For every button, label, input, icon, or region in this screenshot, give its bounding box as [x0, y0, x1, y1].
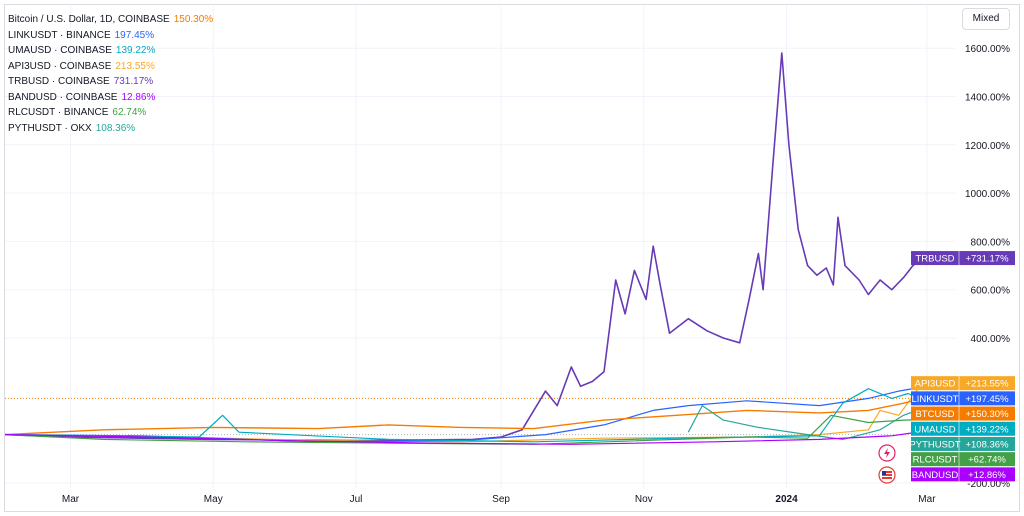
legend-row[interactable]: TRBUSD · COINBASE 731.17% [8, 74, 213, 90]
legend-series-name: PYTHUSDT · OKX [8, 122, 92, 134]
series-value-tag [959, 436, 1015, 451]
legend-row[interactable]: UMAUSD · COINBASE 139.22% [8, 43, 213, 59]
series-end-name: LINKUSDT [912, 394, 959, 405]
series-value-tag [959, 452, 1015, 467]
grid-lines [5, 6, 955, 488]
y-tick-label: 1000.00% [965, 189, 1010, 200]
series-name-tag [911, 436, 959, 451]
legend-series-name: Bitcoin / U.S. Dollar, 1D, COINBASE [8, 14, 170, 25]
series-line[interactable] [4, 388, 923, 443]
y-tick-label: 800.00% [971, 237, 1011, 248]
x-tick-label: May [204, 494, 223, 505]
series-end-value: +62.74% [968, 455, 1006, 466]
legend-series-value: 12.86% [121, 91, 156, 103]
series-value-labels: TRBUSD +731.17% API3USD +213.55% LINKUSDT +19… [909, 251, 1015, 482]
legend-series-value: 62.74% [112, 107, 147, 118]
series-legend: Bitcoin / U.S. Dollar, 1D, COINBASE 150.3… [8, 12, 213, 136]
series-end-name: API3USD [915, 379, 956, 390]
legend-series-value: 731.17% [113, 76, 154, 87]
legend-series-value: 150.30% [173, 14, 214, 25]
x-tick-label: Mar [62, 494, 80, 505]
series-end-label: BANDUSD +12.86% [911, 467, 1015, 482]
legend-series-name: RLCUSDT · BINANCE [8, 107, 109, 118]
series-end-name: PYTHUSDT [909, 439, 960, 450]
series-name-tag [911, 251, 959, 266]
series-end-value: +108.36% [965, 439, 1009, 450]
event-icons [878, 444, 896, 484]
series-end-name: UMAUSD [914, 424, 955, 435]
legend-series-name: BANDUSD · COINBASE [8, 91, 118, 103]
chart-frame [4, 4, 1020, 512]
series-value-tag [959, 251, 1015, 266]
series-end-label: API3USD +213.55% [911, 376, 1015, 391]
series-name-tag [911, 391, 959, 406]
flash-icon[interactable] [878, 444, 896, 462]
legend-series-name: TRBUSD · COINBASE [8, 76, 110, 87]
legend-series-name: UMAUSD · COINBASE [8, 45, 112, 56]
y-tick-label: 400.00% [971, 334, 1011, 345]
series-end-label: LINKUSDT +197.45% [911, 391, 1015, 406]
series-name-tag [911, 406, 959, 421]
series-line[interactable] [4, 52, 923, 442]
x-tick-label: Jul [350, 494, 363, 505]
legend-series-value: 213.55% [115, 60, 155, 72]
series-value-tag [959, 467, 1015, 482]
series-value-tag [959, 421, 1015, 436]
series-end-label: UMAUSD +139.22% [911, 421, 1015, 436]
legend-row[interactable]: BANDUSD · COINBASE 12.86% [8, 90, 213, 106]
legend-row[interactable]: RLCUSDT · BINANCE 62.74% [8, 105, 213, 121]
x-tick-label: 2024 [775, 494, 798, 505]
legend-row[interactable]: Bitcoin / U.S. Dollar, 1D, COINBASE 150.3… [8, 12, 213, 28]
series-name-tag [911, 421, 959, 436]
series-line[interactable] [4, 386, 923, 443]
x-tick-label: Sep [492, 494, 510, 505]
series-value-tag [959, 406, 1015, 421]
series-line[interactable] [4, 397, 923, 436]
legend-series-value: 108.36% [95, 122, 136, 134]
flag-icon[interactable] [878, 466, 896, 484]
series-end-name: BANDUSD [912, 470, 959, 481]
series-line[interactable] [4, 382, 923, 443]
y-axis: 1600.00% 1400.00% 1200.00% 1000.00% 800.00% 6… [965, 44, 1010, 490]
x-tick-label: Nov [635, 494, 653, 505]
series-end-value: +213.55% [965, 379, 1009, 390]
x-axis: Mar May Jul Sep Nov 2024 Mar [62, 494, 936, 505]
y-tick-label: 1600.00% [965, 44, 1010, 55]
series-lines [4, 52, 926, 445]
series-end-label: RLCUSDT +62.74% [911, 452, 1015, 467]
series-end-label: PYTHUSDT +108.36% [909, 436, 1015, 451]
series-line[interactable] [4, 414, 923, 445]
x-tick-label: Mar [918, 494, 936, 505]
series-name-tag [911, 452, 959, 467]
series-value-tag [959, 391, 1015, 406]
legend-row[interactable]: API3USD · COINBASE 213.55% [8, 59, 213, 75]
y-tick-label: 600.00% [971, 286, 1011, 297]
series-end-label: BTCUSD +150.30% [911, 406, 1015, 421]
series-end-value: +731.17% [965, 254, 1009, 265]
series-name-tag [911, 376, 959, 391]
series-end-value: +12.86% [968, 470, 1006, 481]
legend-series-value: 197.45% [114, 29, 155, 41]
series-end-value: +197.45% [965, 394, 1009, 405]
series-value-tag [959, 376, 1015, 391]
legend-series-name: API3USD · COINBASE [8, 60, 112, 72]
y-tick-label: 1400.00% [965, 93, 1010, 104]
series-end-value: +139.22% [965, 424, 1009, 435]
legend-series-name: LINKUSDT · BINANCE [8, 29, 111, 41]
legend-row[interactable]: PYTHUSDT · OKX 108.36% [8, 121, 213, 137]
series-end-name: RLCUSDT [913, 455, 958, 466]
series-name-tag [911, 467, 959, 482]
y-tick-label: -200.00% [967, 479, 1010, 490]
series-end-name: BTCUSD [915, 409, 954, 420]
series-end-name: TRBUSD [915, 254, 954, 265]
y-tick-label: 1200.00% [965, 141, 1010, 152]
series-line[interactable] [4, 430, 923, 445]
legend-row[interactable]: LINKUSDT · BINANCE 197.45% [8, 28, 213, 44]
scale-mode-button[interactable]: Mixed [962, 8, 1010, 30]
series-end-value: +150.30% [965, 409, 1009, 420]
series-end-label: TRBUSD +731.17% [911, 251, 1015, 266]
legend-series-value: 139.22% [115, 45, 156, 56]
